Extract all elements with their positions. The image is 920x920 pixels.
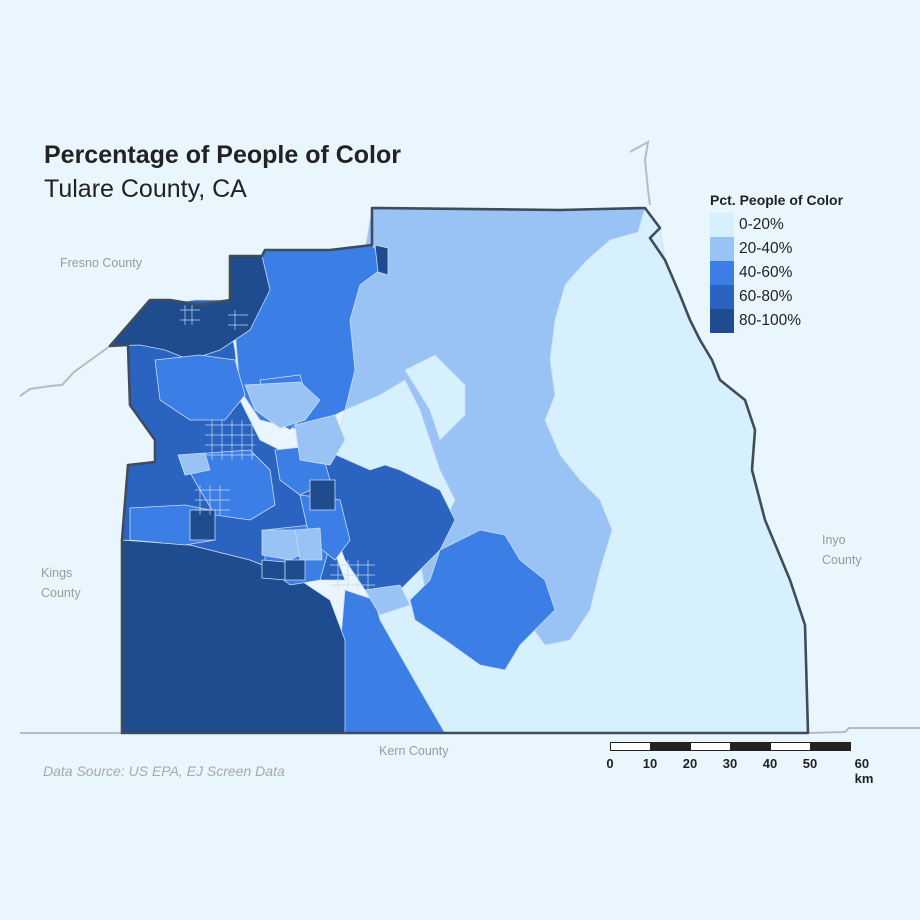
tract-light-d bbox=[177, 452, 211, 476]
scale-tick-label: 50 bbox=[802, 756, 818, 771]
scale-segment bbox=[770, 742, 811, 751]
neighbor-label-inyo-line1: Inyo bbox=[822, 533, 846, 547]
legend-swatch bbox=[710, 237, 734, 261]
legend-item: 80-100% bbox=[710, 309, 843, 333]
tract-dark-a bbox=[261, 559, 286, 581]
legend-item: 0-20% bbox=[710, 213, 843, 237]
tract-light-b bbox=[294, 414, 346, 466]
tract-dark-c bbox=[189, 509, 216, 541]
legend-label: 40-60% bbox=[739, 264, 793, 281]
legend-item: 40-60% bbox=[710, 261, 843, 285]
county-outline bbox=[108, 206, 810, 735]
scale-tick-label: 60 km bbox=[854, 756, 874, 786]
neighbor-label-inyo-line2: County bbox=[822, 553, 862, 567]
city-grids bbox=[180, 305, 375, 590]
neighbor-label-kings-line1: Kings bbox=[41, 566, 73, 580]
neighbor-label-kern: Kern County bbox=[379, 744, 449, 758]
scale-segment bbox=[810, 742, 851, 751]
legend-swatch bbox=[710, 261, 734, 285]
scale-tick-label: 20 bbox=[682, 756, 698, 771]
legend-swatch bbox=[710, 285, 734, 309]
legend: Pct. People of Color 0-20% 20-40% 40-60%… bbox=[710, 192, 843, 333]
tract-light-a bbox=[244, 381, 321, 429]
tract-light-f bbox=[294, 527, 323, 561]
tract-light-e bbox=[364, 584, 411, 616]
tract-dark-b bbox=[284, 559, 306, 581]
tract-mid-west-a bbox=[154, 354, 246, 421]
tract-east-lobe bbox=[409, 529, 556, 671]
neighbor-label-kings-line2: County bbox=[41, 586, 81, 600]
map-title: Percentage of People of Color bbox=[44, 141, 402, 169]
legend-label: 0-20% bbox=[739, 216, 784, 233]
neighbor-label-fresno: Fresno County bbox=[60, 256, 142, 270]
tract-east-mid bbox=[344, 207, 646, 646]
tract-dark-d bbox=[309, 479, 336, 511]
legend-item: 20-40% bbox=[710, 237, 843, 261]
scale-tick-label: 0 bbox=[606, 756, 614, 771]
scale-segment bbox=[690, 742, 731, 751]
tract-pocket bbox=[404, 354, 466, 441]
legend-label: 80-100% bbox=[739, 312, 802, 329]
neighbor-boundaries bbox=[19, 140, 920, 734]
neighbor-label-kings: Kings County bbox=[41, 563, 81, 603]
legend-title: Pct. People of Color bbox=[710, 192, 844, 208]
legend-swatch bbox=[710, 309, 734, 333]
data-source-note: Data Source: US EPA, EJ Screen Data bbox=[43, 763, 285, 779]
legend-label: 60-80% bbox=[739, 288, 793, 305]
tract-dark-e bbox=[374, 244, 389, 276]
scale-tick-label: 30 bbox=[722, 756, 738, 771]
legend-label: 20-40% bbox=[739, 240, 793, 257]
legend-item: 60-80% bbox=[710, 285, 843, 309]
map-subtitle: Tulare County, CA bbox=[44, 175, 247, 203]
scale-segment bbox=[730, 742, 771, 751]
scale-segment bbox=[650, 742, 691, 751]
scale-segment bbox=[610, 742, 651, 751]
legend-swatch bbox=[710, 213, 734, 237]
scale-tick-label: 10 bbox=[642, 756, 658, 771]
census-tracts bbox=[109, 207, 809, 734]
scale-tick-label: 40 bbox=[762, 756, 778, 771]
neighbor-label-inyo: Inyo County bbox=[822, 530, 862, 570]
